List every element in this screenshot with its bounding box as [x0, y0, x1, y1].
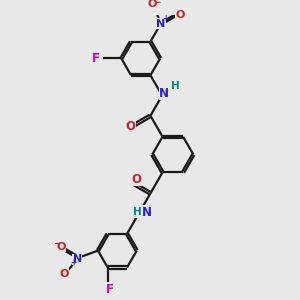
Text: O: O: [59, 269, 68, 279]
Text: N: N: [73, 254, 82, 264]
Text: O: O: [148, 0, 157, 9]
Text: N: N: [159, 87, 169, 100]
Text: O: O: [131, 173, 141, 186]
Text: H: H: [133, 207, 142, 217]
Text: −: −: [53, 239, 61, 248]
Text: O: O: [56, 242, 66, 251]
Text: O: O: [175, 10, 184, 20]
Text: H: H: [171, 81, 179, 92]
Text: +: +: [70, 258, 76, 267]
Text: −: −: [153, 0, 161, 7]
Text: N: N: [142, 206, 152, 219]
Text: N: N: [156, 19, 165, 29]
Text: F: F: [92, 52, 100, 65]
Text: F: F: [106, 283, 114, 296]
Text: +: +: [163, 14, 169, 23]
Text: O: O: [125, 120, 136, 133]
